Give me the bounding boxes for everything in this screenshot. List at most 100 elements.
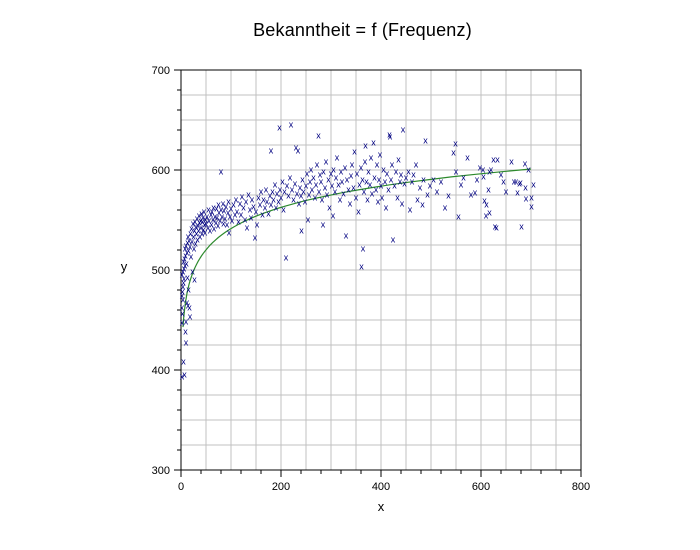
scatter-point: x [377,175,382,185]
scatter-point: x [486,185,491,195]
scatter-point: x [180,309,185,319]
scatter-point: x [183,261,188,271]
scatter-point: x [183,251,188,261]
scatter-point: x [299,191,304,201]
scatter-point: x [280,177,285,187]
scatter-point: x [366,167,371,177]
scatter-point: x [185,248,190,258]
scatter-point: x [309,165,314,175]
scatter-point: x [495,155,500,165]
scatter-point: x [388,132,393,142]
scatter-point: x [183,244,188,254]
scatter-point: x [362,187,367,197]
scatter-point: x [224,202,229,212]
scatter-point: x [354,193,359,203]
scatter-point: x [318,170,323,180]
scatter-point: x [263,203,268,213]
scatter-point: x [469,190,474,200]
scatter-point: x [260,210,265,220]
scatter-point: x [266,209,271,219]
scatter-point: x [456,212,461,222]
trend-line [182,168,532,328]
scatter-point: x [219,167,224,177]
scatter-point: x [345,175,350,185]
scatter-point: x [211,203,216,213]
scatter-point: x [249,213,254,223]
scatter-point: x [331,165,336,175]
scatter-point: x [404,173,409,183]
scatter-point: x [196,221,201,231]
scatter-point: x [363,157,368,167]
scatter-point: x [217,208,222,218]
scatter-point: x [202,220,207,230]
scatter-point: x [184,338,189,348]
scatter-point: x [319,177,324,187]
scatter-point: x [192,226,197,236]
scatter-point: x [294,143,299,153]
scatter-point: x [323,183,328,193]
scatter-point: x [182,370,187,380]
scatter-point: x [190,267,195,277]
scatter-point: x [211,215,216,225]
scatter-point: x [515,188,520,198]
scatter-point: x [197,218,202,228]
scatter-point: x [451,148,456,158]
scatter-point: x [331,211,336,221]
scatter-point: x [478,163,483,173]
scatter-point: x [359,163,364,173]
scatter-point: x [359,262,364,272]
scatter-point: x [453,139,458,149]
scatter-point: x [275,189,280,199]
scatter-point: x [415,195,420,205]
scatter-point: x [181,282,186,292]
scatter-point: x [231,200,236,210]
scatter-point: x [298,183,303,193]
scatter-point: x [214,218,219,228]
scatter-point: x [325,190,330,200]
scatter-point: x [376,197,381,207]
scatter-point: x [504,187,509,197]
scatter-point: x [519,222,524,232]
x-tick-label: 400 [372,481,390,493]
scatter-point: x [378,150,383,160]
scatter-point: x [406,167,411,177]
scatter-point: x [489,165,494,175]
scatter-point: x [529,193,534,203]
scatter-point: x [327,203,332,213]
scatter-point: x [314,180,319,190]
scatter-point: x [186,232,191,242]
scatter-point: x [261,195,266,205]
scatter-point: x [355,169,360,179]
scatter-point: x [494,223,499,233]
scatter-point: x [278,185,283,195]
scatter-point: x [324,157,329,167]
scatter-point: x [271,195,276,205]
y-tick-label: 700 [152,65,170,77]
scatter-point: x [188,229,193,239]
scatter-point: x [526,165,531,175]
scatter-point: x [343,163,348,173]
scatter-point: x [352,147,357,157]
scatter-point: x [386,185,391,195]
scatter-point: x [256,193,261,203]
scatter-point: x [350,160,355,170]
scatter-point: x [443,203,448,213]
scatter-point: x [180,318,185,328]
scatter-point: x [221,199,226,209]
scatter-point: x [374,185,379,195]
scatter-point: x [215,213,220,223]
scatter-point: x [226,197,231,207]
scatter-point: x [209,210,214,220]
scatter-point: x [273,180,278,190]
scatter-point: x [446,191,451,201]
scatter-point: x [184,259,189,269]
scatter-point: x [400,199,405,209]
scatter-point: x [205,212,210,222]
scatter-point: x [194,222,199,232]
scatter-point: x [305,169,310,179]
scatter-point: x [223,214,228,224]
scatter-point: x [265,197,270,207]
scatter-point: x [308,177,313,187]
scatter-point: x [384,203,389,213]
scatter-point: x [180,372,185,382]
